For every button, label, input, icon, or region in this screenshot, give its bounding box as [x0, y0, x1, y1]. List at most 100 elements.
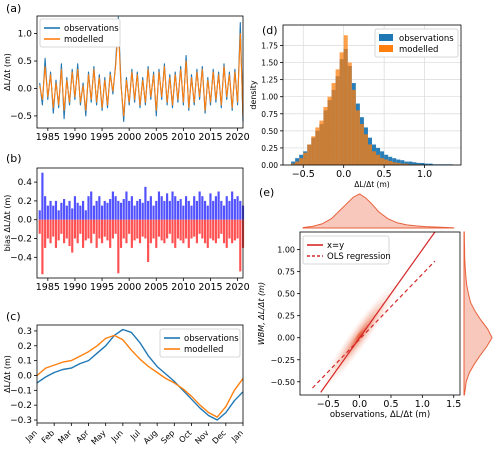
plot-frame — [36, 167, 244, 279]
bias-bar-positive — [65, 205, 68, 220]
bias-bar-negative — [106, 219, 109, 241]
x-tick-label: 1995 — [90, 282, 114, 293]
bias-bar-positive — [130, 196, 133, 220]
chart-panel-b: 1985 1990 1995 2000 2005 2010 2015 2020 −0.4 −0.2… — [3, 152, 250, 293]
bias-bar-negative — [92, 219, 96, 234]
histogram-bar — [388, 160, 393, 165]
legend-entry: modelled — [184, 345, 223, 355]
y-tick-label: −0.2 — [10, 401, 32, 411]
x-tick-label: 1990 — [63, 132, 87, 143]
x-tick-label: 2015 — [198, 132, 222, 143]
legend-swatch — [379, 45, 393, 52]
x-axis-label: ΔL/Δt (m) — [354, 180, 390, 189]
histogram-bar — [396, 162, 401, 165]
bias-bar-negative — [133, 219, 136, 241]
bias-bar-positive — [71, 208, 74, 220]
x-tick-label: 1985 — [36, 282, 60, 293]
bias-bar-positive — [136, 200, 139, 220]
histogram-bar — [380, 158, 385, 165]
bias-bar-negative — [198, 219, 201, 234]
bias-bar-positive — [79, 205, 82, 220]
x-tick-label: Sep — [159, 428, 176, 445]
bias-bar-negative — [65, 219, 68, 239]
bias-bar-negative — [166, 219, 169, 239]
bias-bar-negative — [90, 219, 93, 244]
panel-label: (a) — [6, 2, 21, 15]
histogram-bar — [319, 120, 324, 165]
bias-bar-positive — [236, 196, 239, 220]
bias-bar-positive — [98, 196, 101, 220]
bias-bar-positive — [179, 199, 182, 220]
y-tick-label: 1.0 — [18, 30, 33, 40]
bias-bar-positive — [166, 193, 169, 220]
bias-bar-positive — [225, 196, 228, 220]
bias-bar-negative — [130, 219, 133, 248]
bias-bar-positive — [212, 200, 215, 220]
x-tick-label: 1.0 — [417, 169, 432, 180]
bias-bar-negative — [38, 219, 41, 234]
bias-bar-positive — [95, 200, 98, 220]
bias-bar-positive — [214, 196, 217, 220]
bias-bar-positive — [198, 191, 201, 220]
bias-bar-negative — [144, 219, 147, 239]
x-tick-label: 0.0 — [352, 399, 367, 410]
y-tick-label: 0.2 — [18, 342, 32, 352]
histogram-bar — [327, 96, 332, 165]
bias-bar-negative — [41, 219, 44, 275]
bias-bar-positive — [206, 205, 209, 220]
histogram-bar — [339, 52, 344, 165]
histogram-bar — [420, 162, 425, 165]
reference-line — [320, 231, 436, 393]
plot-frame — [299, 231, 461, 396]
histogram-bar — [372, 151, 377, 165]
bias-bar-positive — [90, 191, 93, 220]
bias-bar-negative — [201, 219, 204, 239]
histogram-bar — [412, 162, 417, 165]
bias-bar-negative — [60, 219, 63, 234]
x-tick-label: 0.5 — [377, 169, 392, 180]
x-tick-label: 2020 — [225, 282, 249, 293]
bias-bar-negative — [141, 219, 144, 237]
y-tick-label: −0.25 — [270, 356, 295, 365]
bias-bar-positive — [60, 202, 63, 220]
bias-bar-negative — [171, 219, 174, 244]
bias-bar-positive — [176, 200, 180, 220]
y-tick-label: 0.4 — [18, 178, 33, 188]
histogram-bar — [396, 159, 401, 165]
series-line — [36, 328, 244, 421]
histogram-bar — [384, 159, 389, 165]
bias-bar-positive — [152, 205, 155, 220]
bias-bar-positive — [38, 210, 41, 220]
histogram-bar — [424, 163, 429, 165]
histogram-bar — [392, 162, 397, 165]
bias-bar-negative — [114, 219, 117, 234]
bias-bar-negative — [179, 219, 182, 241]
bias-bar-positive — [239, 200, 242, 220]
histogram-bar — [404, 161, 409, 165]
y-axis-label: ΔL/Δt (m) — [3, 355, 12, 393]
marginal-density-right — [463, 231, 493, 396]
bias-bar-negative — [233, 219, 236, 241]
y-tick-label: 1.25 — [261, 76, 278, 85]
bias-bar-negative — [117, 219, 120, 274]
x-tick-label: Feb — [40, 428, 56, 444]
chart-panel-c: Jan Feb Mar Apr May Jun Jul Aug Sep Oct Nov Dec Jan−… — [3, 310, 245, 447]
y-tick-label: 1.00 — [277, 246, 295, 255]
bias-bar-negative — [84, 219, 87, 241]
legend-box — [374, 28, 459, 58]
bias-bar-negative — [147, 219, 150, 263]
histogram-bar — [404, 163, 409, 165]
histogram-bar — [299, 158, 304, 165]
bias-bar-negative — [152, 219, 155, 239]
histogram-bar — [295, 161, 300, 165]
bias-bar-positive — [81, 200, 85, 220]
bias-bar-positive — [190, 205, 193, 220]
bias-bar-positive — [231, 191, 234, 220]
legend-entry: observations — [64, 24, 119, 34]
bias-bar-negative — [87, 219, 90, 239]
histogram-bar — [291, 163, 296, 165]
y-tick-label: 0.0 — [18, 371, 33, 381]
bias-bar-positive — [122, 199, 125, 220]
y-tick-label: 0.75 — [277, 268, 295, 277]
